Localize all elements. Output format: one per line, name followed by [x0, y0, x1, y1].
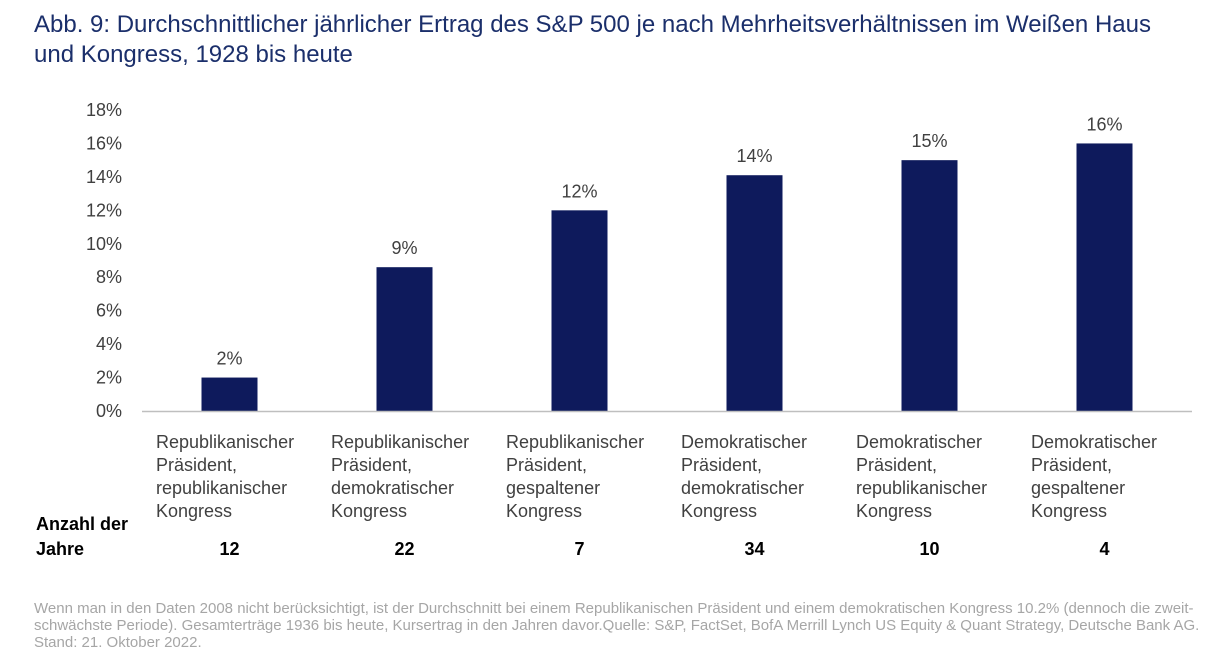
years-value: 4: [1099, 539, 1109, 559]
years-row-label: Anzahl der Jahre: [36, 514, 128, 559]
y-tick-label: 12%: [86, 200, 122, 220]
years-row: Anzahl der Jahre 12 22 7 34 10 4: [36, 514, 1110, 559]
category-label: Republikanischer Präsident, gespaltener Kon…: [506, 432, 644, 521]
bar-value-label: 16%: [1086, 114, 1122, 134]
bars: [201, 143, 1133, 411]
y-tick-label: 16%: [86, 133, 122, 153]
bar-value-label: 9%: [391, 238, 417, 258]
y-tick-label: 0%: [96, 401, 122, 421]
data-labels: 2% 9% 12% 14% 15% 16%: [216, 114, 1122, 368]
y-tick-label: 10%: [86, 234, 122, 254]
years-value: 34: [744, 539, 764, 559]
years-value: 10: [919, 539, 939, 559]
bar: [726, 175, 783, 411]
y-tick-label: 2%: [96, 368, 122, 388]
chart-title: Abb. 9: Durchschnittlicher jährlicher Er…: [34, 11, 1151, 68]
y-axis: 0% 2% 4% 6% 8% 10% 12% 14% 16% 18%: [86, 100, 122, 421]
y-tick-label: 6%: [96, 301, 122, 321]
category-label: Demokratischer Präsident, republikanischer…: [856, 432, 987, 521]
bar-chart: 0% 2% 4% 6% 8% 10% 12% 14% 16% 18% 2% 9% 12% 14% 15% 1…: [36, 100, 1192, 559]
bar: [201, 377, 258, 411]
category-label: Republikanischer Präsident, republikanisch…: [156, 432, 294, 521]
bar: [376, 267, 433, 411]
bar: [1076, 143, 1133, 411]
years-value: 7: [574, 539, 584, 559]
y-tick-label: 4%: [96, 334, 122, 354]
bar: [901, 160, 958, 411]
category-label: Republikanischer Präsident, demokratischer…: [331, 432, 469, 521]
years-value: 12: [219, 539, 239, 559]
category-label: Demokratischer Präsident, gespaltener Kongr…: [1031, 432, 1157, 521]
y-tick-label: 8%: [96, 267, 122, 287]
bar-value-label: 2%: [216, 349, 242, 369]
bar-value-label: 15%: [911, 131, 947, 151]
years-value: 22: [394, 539, 414, 559]
bar-value-label: 14%: [736, 146, 772, 166]
footnote: Wenn man in den Daten 2008 nicht berücks…: [34, 600, 1200, 651]
y-tick-label: 18%: [86, 100, 122, 120]
bar: [551, 210, 608, 411]
y-tick-label: 14%: [86, 167, 122, 187]
bar-value-label: 12%: [561, 181, 597, 201]
category-label: Demokratischer Präsident, demokratischer Ko…: [681, 432, 807, 521]
category-labels: Republikanischer Präsident, republikanisch…: [156, 432, 1157, 521]
